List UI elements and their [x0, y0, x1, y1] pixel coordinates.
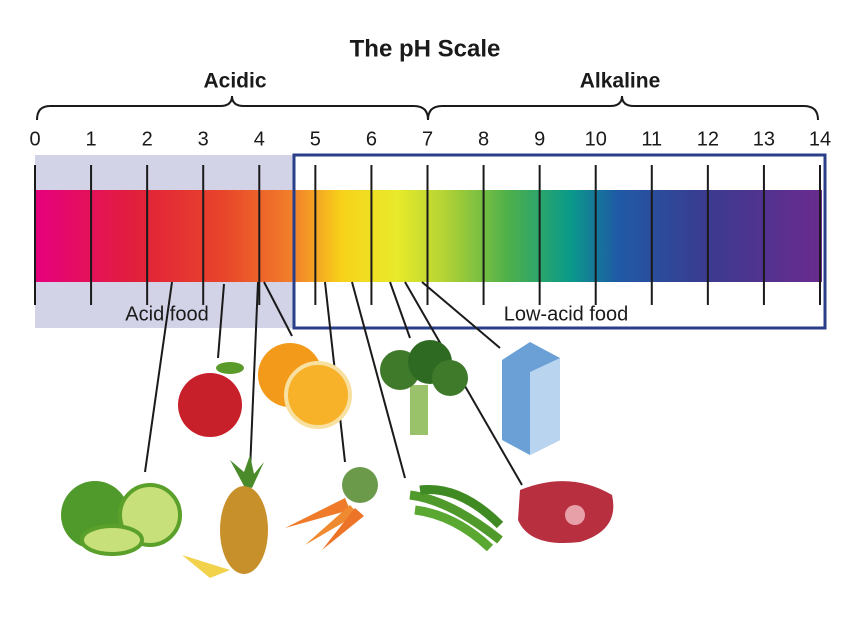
pointer [217, 283, 225, 359]
pointer [351, 281, 406, 479]
acidic-brace [36, 95, 429, 121]
steak [518, 481, 614, 544]
tick-group: 0 1 2 3 4 5 6 7 8 9 10 11 12 13 14 [29, 128, 831, 305]
tick-label: 10 [585, 128, 607, 150]
broccoli [380, 340, 468, 435]
tick-label: 2 [142, 128, 153, 150]
pointer [144, 281, 173, 473]
apple [178, 362, 244, 437]
pointer [389, 281, 411, 339]
low-acid-region [292, 153, 827, 330]
tick-label: 8 [478, 128, 489, 150]
pineapple [182, 455, 268, 578]
tick-label: 1 [86, 128, 97, 150]
tick-label: 12 [697, 128, 719, 150]
tick-label: 11 [641, 128, 662, 150]
lime [61, 481, 182, 556]
tick-label: 13 [753, 128, 775, 150]
tick-label: 14 [809, 128, 831, 150]
tick-label: 9 [534, 128, 545, 150]
tick-label: 7 [422, 128, 433, 150]
tick-label: 5 [310, 128, 321, 150]
carrots [285, 467, 378, 550]
group-label: Acidic [203, 70, 266, 93]
tick-label: 4 [254, 128, 265, 150]
tick-label: 6 [366, 128, 377, 150]
region-label: Low-acid food [504, 303, 629, 325]
pointer [263, 281, 293, 337]
title: The pH Scale [350, 35, 501, 62]
orange [258, 343, 352, 429]
green-beans [409, 484, 504, 552]
tick-label: 3 [198, 128, 209, 150]
milk-carton [502, 342, 560, 455]
pointer [421, 281, 501, 349]
pointer [249, 281, 259, 471]
tick-label: 0 [29, 128, 40, 150]
group-label: Alkaline [580, 70, 661, 93]
alkaline-brace [427, 95, 819, 121]
